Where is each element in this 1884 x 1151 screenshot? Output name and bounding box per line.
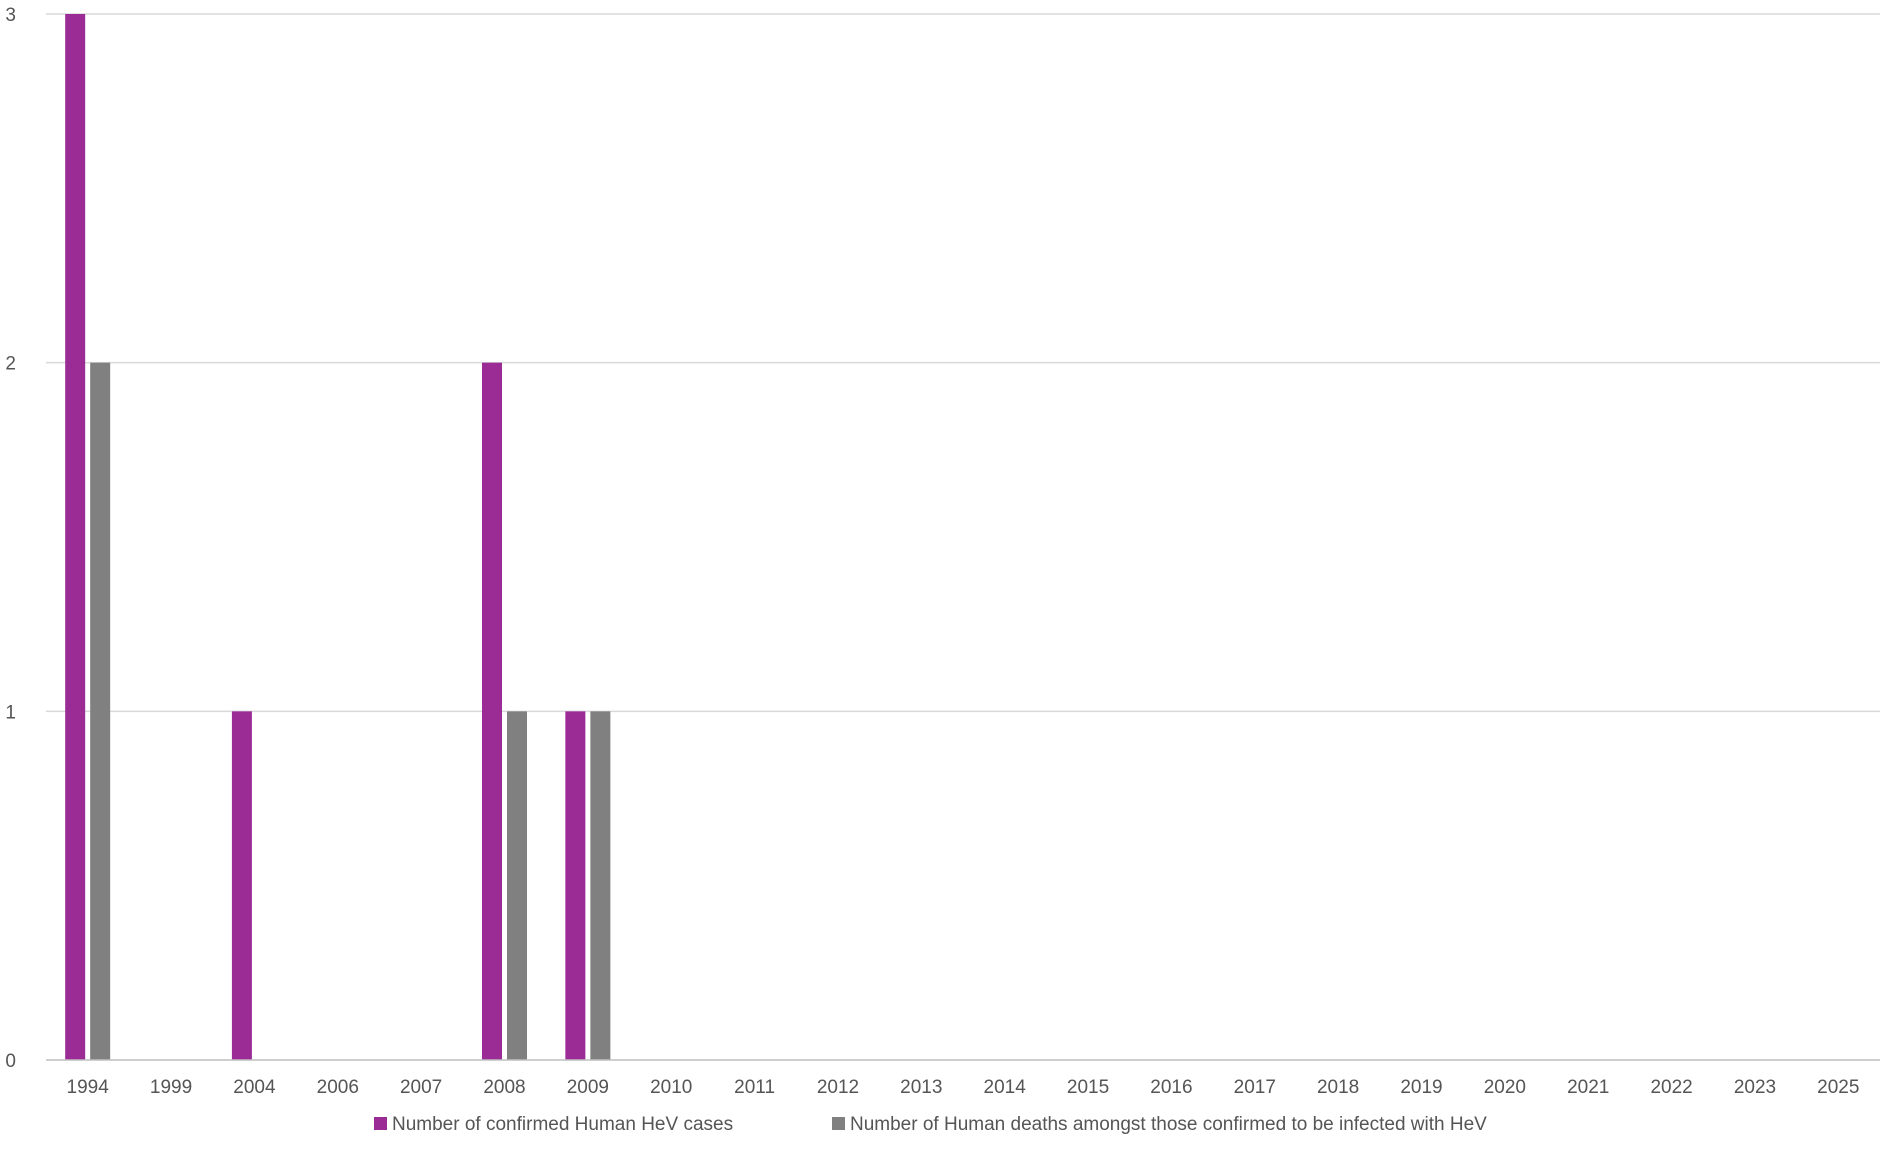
x-tick-label: 2013 bbox=[900, 1077, 942, 1098]
x-tick-label: 2025 bbox=[1817, 1077, 1859, 1098]
x-tick-label: 2020 bbox=[1484, 1077, 1526, 1098]
x-tick-label: 2022 bbox=[1650, 1077, 1692, 1098]
legend: Number of confirmed Human HeV cases Numbe… bbox=[374, 1114, 1487, 1135]
y-tick-label: 3 bbox=[5, 5, 16, 26]
x-tick-label: 1994 bbox=[67, 1077, 110, 1098]
bar-deaths bbox=[90, 362, 111, 1061]
x-tick-label: 2009 bbox=[567, 1077, 609, 1098]
y-tick-label: 1 bbox=[5, 702, 16, 723]
x-tick-label: 2023 bbox=[1734, 1077, 1776, 1098]
bar-cases bbox=[65, 14, 86, 1060]
legend-swatch-cases bbox=[374, 1117, 387, 1130]
bar-cases bbox=[231, 711, 252, 1060]
x-tick-label: 2008 bbox=[483, 1077, 525, 1098]
x-tick-label: 2010 bbox=[650, 1077, 692, 1098]
legend-swatch-deaths bbox=[832, 1117, 845, 1130]
x-tick-label: 2006 bbox=[317, 1077, 359, 1098]
x-tick-label: 1999 bbox=[150, 1077, 192, 1098]
gridlines bbox=[46, 13, 1880, 713]
bar-deaths bbox=[507, 711, 527, 1060]
axes: 0 1 2 3 1994 1999 2004 2006 2007 2008 2009 2010 2011… bbox=[5, 5, 1880, 1098]
bar-cases bbox=[565, 711, 586, 1060]
x-tick-label: 2011 bbox=[734, 1077, 775, 1098]
bar-cases bbox=[482, 362, 502, 1061]
x-tick-label: 2019 bbox=[1400, 1077, 1442, 1098]
bar-deaths bbox=[590, 711, 611, 1060]
x-tick-label: 2004 bbox=[233, 1077, 276, 1098]
x-tick-label: 2015 bbox=[1067, 1077, 1109, 1098]
legend-label-cases: Number of confirmed Human HeV cases bbox=[392, 1114, 733, 1135]
legend-label-deaths: Number of Human deaths amongst those con… bbox=[850, 1114, 1487, 1135]
x-tick-label: 2014 bbox=[984, 1077, 1027, 1098]
y-tick-label: 2 bbox=[5, 354, 16, 375]
bars bbox=[65, 14, 611, 1061]
x-tick-label: 2007 bbox=[400, 1077, 442, 1098]
x-tick-label: 2012 bbox=[817, 1077, 859, 1098]
y-tick-label: 0 bbox=[5, 1051, 16, 1072]
x-tick-label: 2018 bbox=[1317, 1077, 1359, 1098]
x-tick-label: 2016 bbox=[1150, 1077, 1192, 1098]
x-tick-label: 2017 bbox=[1234, 1077, 1276, 1098]
x-tick-label: 2021 bbox=[1567, 1077, 1609, 1098]
